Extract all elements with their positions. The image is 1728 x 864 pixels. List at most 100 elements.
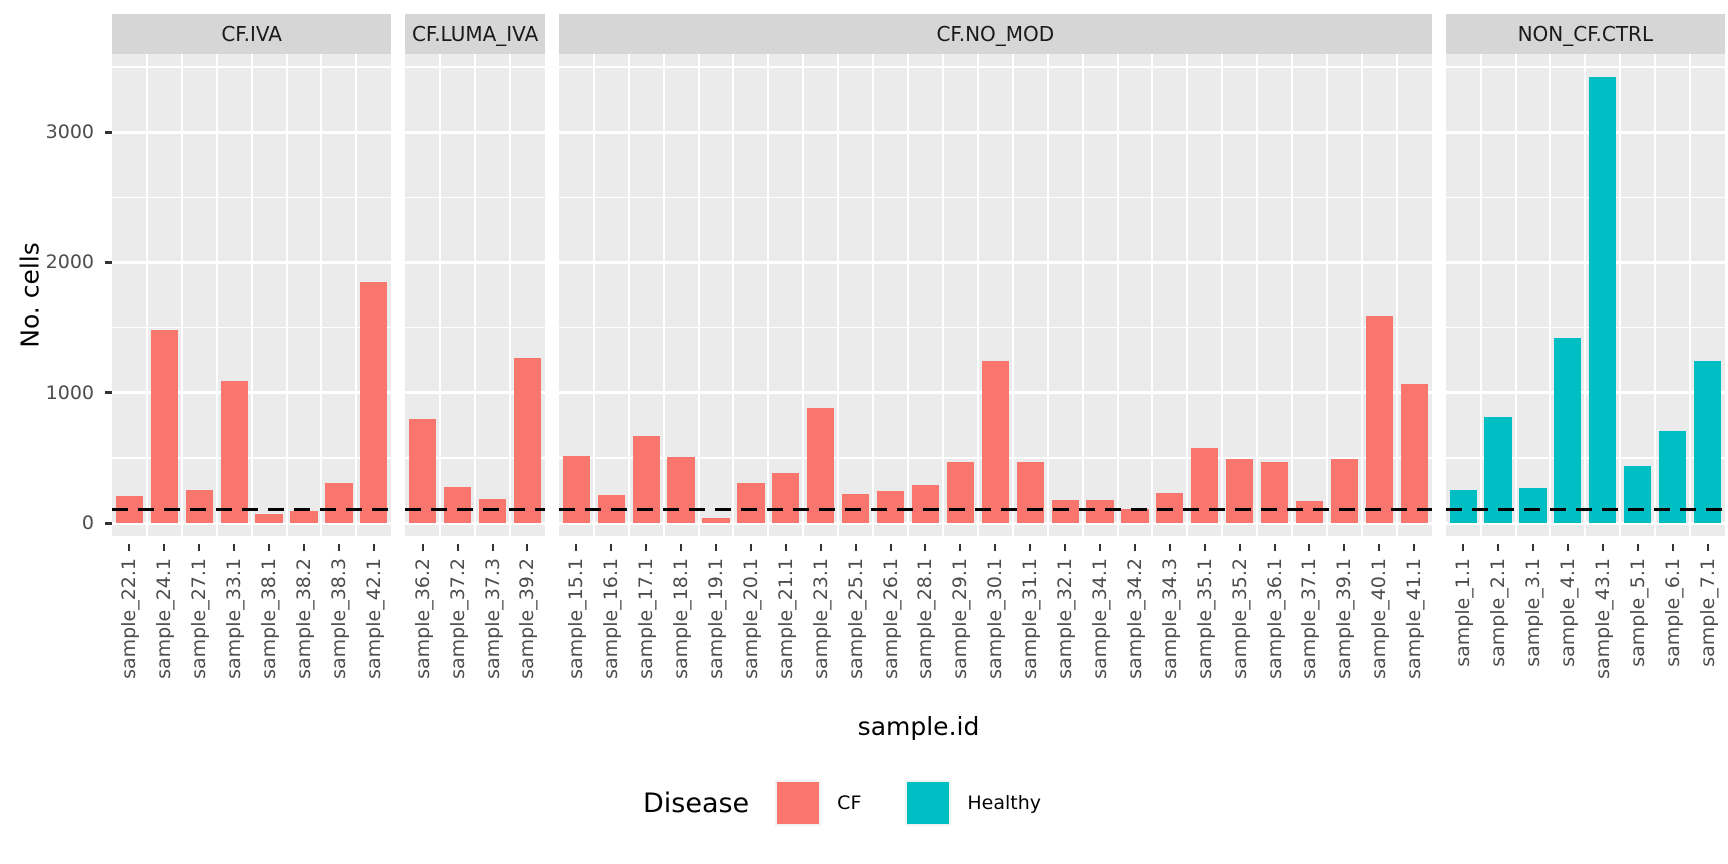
x-slot: sample_37.1	[1292, 536, 1327, 704]
x-tick-mark	[233, 544, 236, 551]
x-tick-label: sample_26.1	[879, 558, 902, 679]
x-tick-mark	[1273, 544, 1276, 551]
threshold-line	[558, 508, 1432, 512]
x-slot: sample_4.1	[1550, 536, 1585, 704]
bar-sample_2.1	[1484, 417, 1512, 523]
gridline-major	[558, 260, 1432, 264]
x-slot: sample_36.1	[1257, 536, 1292, 704]
x-tick-label: sample_37.1	[1298, 558, 1321, 679]
x-tick-label: sample_1.1	[1452, 558, 1475, 667]
legend-key	[775, 780, 822, 826]
x-slot: sample_35.2	[1222, 536, 1257, 704]
x-slot: sample_39.2	[510, 536, 545, 704]
gridline-vertical	[1654, 54, 1657, 536]
bar-sample_29.1	[946, 461, 974, 523]
x-tick-label: sample_35.2	[1228, 558, 1251, 679]
x-tick-mark	[1343, 544, 1346, 551]
x-slot: sample_38.2	[287, 536, 322, 704]
bar-sample_36.1	[1260, 462, 1289, 523]
x-tick-label: sample_37.3	[481, 558, 504, 679]
x-tick-label: sample_34.2	[1123, 558, 1146, 679]
facet-panel	[558, 54, 1432, 536]
x-slot: sample_3.1	[1516, 536, 1551, 704]
x-tick-label: sample_5.1	[1626, 558, 1649, 667]
bar-sample_35.2	[1226, 459, 1254, 523]
x-slot: sample_32.1	[1048, 536, 1083, 704]
bar-sample_41.1	[1400, 383, 1428, 523]
legend: Disease CF Healthy	[0, 780, 1728, 826]
x-tick-mark	[1378, 544, 1381, 551]
x-slot: sample_6.1	[1655, 536, 1690, 704]
bar-sample_25.1	[842, 493, 870, 523]
x-tick-mark	[924, 544, 927, 551]
gridline-minor	[558, 326, 1432, 329]
x-tick-mark	[784, 544, 787, 551]
x-slot: sample_18.1	[664, 536, 699, 704]
x-tick-label: sample_41.1	[1403, 558, 1426, 679]
x-slot: sample_21.1	[768, 536, 803, 704]
gridline-vertical	[941, 54, 944, 536]
x-tick-label: sample_25.1	[844, 558, 867, 679]
x-tick-mark	[491, 544, 494, 551]
x-slot: sample_24.1	[147, 536, 182, 704]
x-tick-mark	[1531, 544, 1534, 551]
facet-panels: CF.IVA sample_22.1 sample_24.1 sample_27.1 s…	[112, 14, 1725, 704]
legend-swatch-cf	[777, 782, 820, 824]
x-tick-mark	[749, 544, 752, 551]
x-axis-labels: sample_15.1 sample_16.1 sample_17.1 sample_…	[559, 536, 1432, 704]
x-slot: sample_1.1	[1446, 536, 1481, 704]
x-slot: sample_33.1	[217, 536, 252, 704]
gridline-vertical	[439, 54, 442, 536]
gridline-major	[558, 521, 1432, 525]
y-tick-mark	[105, 521, 112, 525]
x-tick-label: sample_28.1	[914, 558, 937, 679]
gridline-vertical	[627, 54, 630, 536]
x-tick-mark	[959, 544, 962, 551]
gridline-vertical	[1186, 54, 1189, 536]
x-slot: sample_19.1	[699, 536, 734, 704]
x-tick-label: sample_39.1	[1333, 558, 1356, 679]
x-tick-label: sample_39.2	[516, 558, 539, 679]
x-tick-mark	[1601, 544, 1604, 551]
x-tick-label: sample_4.1	[1556, 558, 1579, 667]
x-tick-mark	[526, 544, 529, 551]
x-slot: sample_2.1	[1481, 536, 1516, 704]
x-slot: sample_36.2	[405, 536, 440, 704]
x-tick-mark	[1462, 544, 1465, 551]
x-tick-mark	[268, 544, 271, 551]
gridline-vertical	[180, 54, 183, 536]
bar-sample_37.2	[444, 487, 472, 523]
gridline-vertical	[1395, 54, 1398, 536]
x-tick-label: sample_27.1	[188, 558, 211, 679]
facet-strip-title: NON_CF.CTRL	[1445, 14, 1725, 54]
gridline-minor	[558, 66, 1432, 68]
x-slot: sample_35.1	[1187, 536, 1222, 704]
gridline-minor	[558, 196, 1432, 199]
x-slot: sample_34.2	[1117, 536, 1152, 704]
x-tick-mark	[1029, 544, 1032, 551]
gridline-vertical	[1081, 54, 1084, 536]
facet-cf.luma_iva: CF.LUMA_IVA sample_36.2 sample_37.2 sample_…	[405, 14, 545, 704]
x-slot: sample_41.1	[1397, 536, 1432, 704]
x-tick-label: sample_36.1	[1263, 558, 1286, 679]
x-slot: sample_23.1	[803, 536, 838, 704]
x-tick-mark	[1497, 544, 1500, 551]
x-tick-mark	[994, 544, 997, 551]
gridline-vertical	[355, 54, 358, 536]
x-tick-label: sample_37.2	[446, 558, 469, 679]
bar-sample_4.1	[1554, 338, 1582, 523]
bar-sample_24.1	[150, 330, 178, 523]
bar-sample_6.1	[1659, 430, 1687, 523]
legend-key	[905, 780, 952, 826]
x-tick-mark	[819, 544, 822, 551]
y-axis: 0 1000 2000 3000	[0, 54, 112, 536]
facet-strip-title: CF.NO_MOD	[558, 14, 1432, 54]
bar-sample_31.1	[1016, 461, 1044, 523]
x-tick-mark	[421, 544, 424, 551]
x-tick-label: sample_34.3	[1158, 558, 1181, 679]
x-slot: sample_43.1	[1585, 536, 1620, 704]
bar-sample_1.1	[1449, 490, 1477, 523]
x-tick-mark	[715, 544, 717, 551]
y-tick-label: 0	[81, 512, 94, 534]
x-tick-label: sample_29.1	[949, 558, 972, 679]
